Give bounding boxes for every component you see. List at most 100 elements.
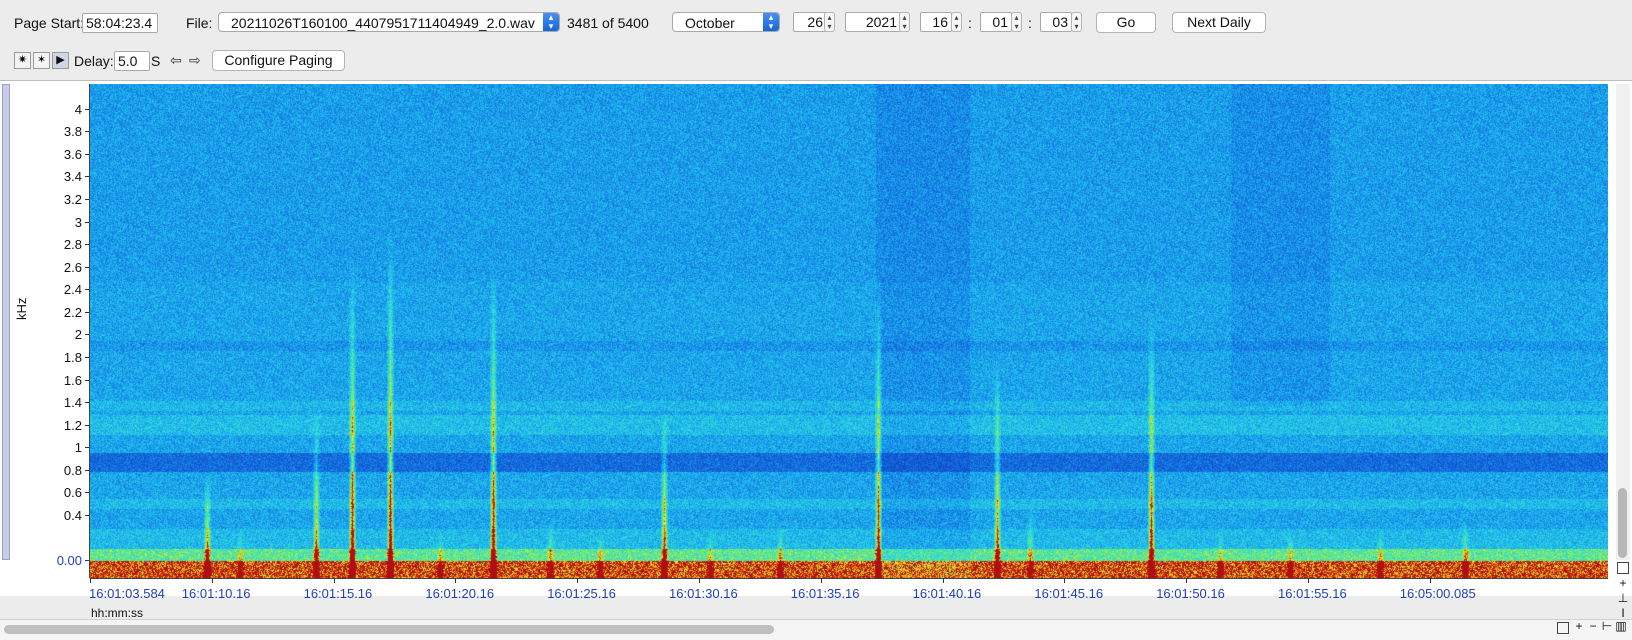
x-tick-label: 16:01:45.16: [1034, 586, 1104, 601]
x-tick-label: 16:01:15.16: [303, 586, 373, 601]
y-tick-mark: [85, 176, 90, 178]
fit-icon[interactable]: [1617, 562, 1629, 574]
y-tick-label: 3.4: [63, 169, 82, 185]
minute-spinner[interactable]: ▴ ▾: [1011, 12, 1022, 32]
x-tick-mark: [90, 578, 91, 583]
x-tick-label: 16:05:00.085: [1399, 586, 1476, 601]
back-arrow-icon[interactable]: ⇦: [170, 52, 182, 68]
y-tick-mark: [85, 199, 90, 201]
y-tick-mark: [85, 311, 90, 313]
x-axis: 16:01:03.584 16:01:10.16 16:01:15.16 16:01:…: [89, 578, 1608, 601]
x-axis-line: [90, 578, 1608, 579]
time-separator: :: [968, 15, 972, 31]
year-input[interactable]: 2021: [845, 12, 901, 32]
delay-unit: S: [151, 53, 161, 69]
tool-manual-icon[interactable]: ✶: [33, 52, 50, 69]
vertical-scrollbar[interactable]: [1616, 84, 1630, 560]
delay-input[interactable]: 5.0: [114, 51, 150, 71]
y-tick-label: 3: [74, 214, 82, 230]
x-tick-mark: [820, 578, 822, 583]
x-tick-label: 16:01:50.16: [1156, 586, 1225, 601]
hour-spinner[interactable]: ▴ ▾: [951, 12, 962, 32]
h-zoom-reset-icon[interactable]: ▥: [1615, 619, 1627, 633]
y-tick-mark: [85, 289, 90, 291]
chevron-updown-icon: ▴ ▾: [543, 13, 559, 31]
x-tick-mark: [942, 578, 944, 583]
zoom-in-icon[interactable]: +: [1619, 576, 1627, 590]
y-tick-mark: [85, 469, 90, 471]
x-tick-mark: [1064, 578, 1066, 583]
y-tick-mark: [85, 492, 90, 494]
spectrogram-canvas[interactable]: [90, 84, 1608, 578]
file-count: 3481 of 5400: [567, 15, 649, 31]
y-tick-mark: [85, 560, 90, 561]
hour-input[interactable]: 16: [920, 12, 952, 32]
y-tick-mark: [85, 356, 90, 358]
x-tick-label: 16:01:10.16: [181, 586, 251, 601]
zoom-reset-icon[interactable]: I: [1621, 606, 1625, 620]
tool-auto-icon[interactable]: ✷: [14, 52, 31, 69]
side-panel-strip[interactable]: [2, 84, 10, 560]
y-tick-mark: [85, 108, 90, 110]
y-tick-label: 1: [74, 440, 82, 456]
day-input[interactable]: 26: [793, 12, 827, 32]
horizontal-scrollbar[interactable]: [0, 619, 1632, 640]
y-tick-label: 3.6: [63, 146, 82, 162]
y-tick-label: 3.8: [63, 124, 82, 140]
second-spinner[interactable]: ▴ ▾: [1071, 12, 1082, 32]
vertical-scroll-thumb[interactable]: [1618, 488, 1627, 558]
y-tick-mark: [85, 379, 90, 381]
go-button[interactable]: Go: [1096, 12, 1156, 33]
zoom-range-icon[interactable]: ⊥: [1617, 591, 1629, 605]
y-tick-label: 1.8: [63, 349, 82, 365]
x-tick-mark: [699, 578, 700, 583]
y-tick-mark: [85, 153, 90, 155]
next-daily-button[interactable]: Next Daily: [1172, 12, 1266, 33]
y-tick-label: 2.6: [63, 259, 82, 275]
y-tick-label: 0.4: [63, 507, 82, 523]
y-tick-label: 2.8: [63, 237, 82, 253]
y-tick-mark: [85, 402, 90, 404]
year-spinner[interactable]: ▴ ▾: [899, 12, 910, 32]
y-tick-label: 0.6: [63, 485, 82, 501]
y-tick-label: 1.2: [63, 417, 82, 433]
h-zoom-out-icon[interactable]: −: [1589, 619, 1597, 633]
h-zoom-range-icon[interactable]: ⊢: [1601, 619, 1613, 633]
tool-step-icon[interactable]: ▶: [52, 52, 69, 69]
y-tick-label: 2.2: [63, 304, 82, 320]
x-tick-mark: [455, 578, 457, 583]
second-input[interactable]: 03: [1040, 12, 1072, 32]
y-tick-mark: [85, 447, 90, 449]
y-tick-mark: [85, 221, 90, 223]
h-zoom-in-icon[interactable]: +: [1575, 619, 1583, 633]
x-tick-label: 16:01:35.16: [790, 586, 860, 601]
x-tick-label: 16:01:30.16: [669, 586, 738, 601]
y-tick-mark: [85, 244, 90, 246]
y-tick-label: 0.8: [63, 462, 82, 478]
page-start-input[interactable]: 58:04:23.4: [82, 13, 158, 33]
month-select[interactable]: October ▴ ▾: [672, 12, 780, 32]
y-tick-mark: [85, 131, 90, 133]
x-tick-mark: [1429, 578, 1431, 583]
file-label: File:: [186, 15, 213, 31]
x-tick-mark: [1308, 578, 1309, 583]
y-tick-label: 2.4: [63, 282, 82, 298]
chevron-updown-icon: ▴ ▾: [763, 13, 779, 31]
x-tick-label: 16:01:55.16: [1278, 586, 1347, 601]
y-tick-label: 1.6: [63, 372, 82, 388]
day-spinner[interactable]: ▴ ▾: [824, 12, 835, 32]
forward-arrow-icon[interactable]: ⇨: [189, 52, 201, 68]
x-tick-label: 16:01:25.16: [547, 586, 616, 601]
y-tick-mark: [85, 424, 90, 426]
horizontal-scroll-thumb[interactable]: [4, 625, 774, 634]
x-tick-label: 16:01:03.584: [89, 586, 165, 601]
x-tick-mark: [577, 578, 579, 583]
file-select[interactable]: 20211026T160100_4407951711404949_2.0.wav…: [218, 12, 560, 32]
h-fit-icon[interactable]: [1557, 622, 1569, 634]
minute-input[interactable]: 01: [980, 12, 1012, 32]
configure-paging-button[interactable]: Configure Paging: [212, 50, 345, 71]
y-tick-mark: [85, 266, 90, 268]
x-tick-label: 16:01:40.16: [912, 586, 982, 601]
page-start-label: Page Start:: [14, 15, 85, 31]
time-separator: :: [1028, 15, 1032, 31]
